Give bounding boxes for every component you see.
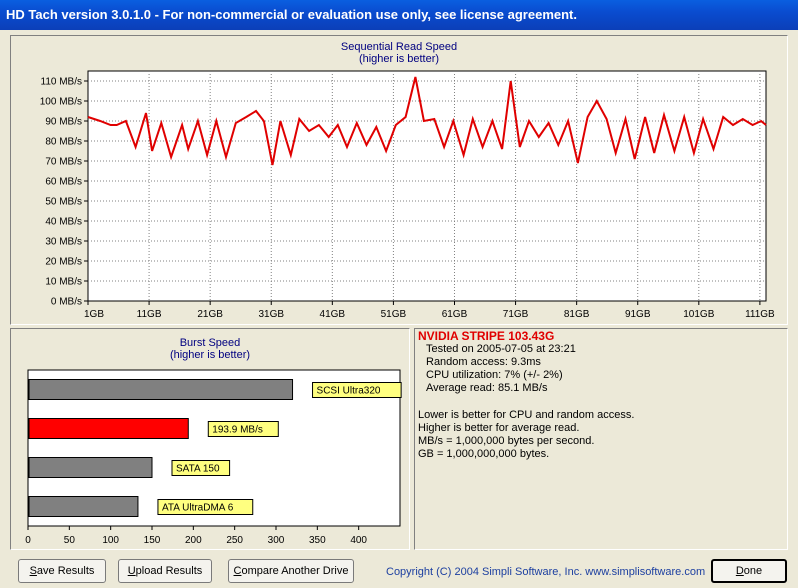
burst-x-tick-label: 100 xyxy=(102,535,119,546)
y-tick-label: 10 MB/s xyxy=(45,277,82,288)
burst-speed-title-text: Burst Speed xyxy=(179,337,241,349)
note-mbs-definition: MB/s = 1,000,000 bytes per second. xyxy=(418,435,595,447)
save-results-button[interactable]: Save Results xyxy=(18,559,106,583)
x-tick-label: 71GB xyxy=(503,309,529,320)
burst-x-tick-label: 200 xyxy=(185,535,202,546)
y-tick-label: 60 MB/s xyxy=(45,177,82,188)
x-tick-label: 61GB xyxy=(442,309,468,320)
burst-bar xyxy=(28,379,294,400)
note-gb-definition: GB = 1,000,000,000 bytes. xyxy=(418,448,550,460)
x-tick-label: 111GB xyxy=(745,309,775,320)
burst-speed-panel xyxy=(10,328,410,550)
x-tick-label: 21GB xyxy=(197,309,223,320)
x-tick-label: 11GB xyxy=(137,309,162,320)
sequential-read-chart: 0 MB/s 10 MB/s 20 MB/s 30 MB/s 40 MB/s 50 MB/… xyxy=(40,70,775,320)
burst-bar xyxy=(28,418,189,439)
drive-name: NVIDIA STRIPE 103.43G xyxy=(418,329,555,343)
burst-bar xyxy=(28,457,153,478)
random-access: Random access: 9.3ms xyxy=(426,356,541,368)
note-lower-better: Lower is better for CPU and random acces… xyxy=(418,409,635,421)
sequential-read-title-text: Sequential Read Speed xyxy=(340,41,458,53)
burst-bar-label: SATA 150 xyxy=(176,464,220,475)
burst-x-tick-label: 300 xyxy=(268,535,285,546)
burst-x-tick-label: 400 xyxy=(350,535,367,546)
burst-bar-label: 193.9 MB/s xyxy=(212,425,263,436)
read-speed-line xyxy=(87,76,767,166)
test-date: Tested on 2005-07-05 at 23:21 xyxy=(426,343,576,355)
done-button[interactable]: Done xyxy=(711,559,787,583)
y-tick-label: 20 MB/s xyxy=(45,257,82,268)
y-tick-label: 30 MB/s xyxy=(45,237,82,248)
y-tick-label: 90 MB/s xyxy=(45,117,82,128)
burst-x-tick-label: 50 xyxy=(64,535,76,546)
x-tick-label: 81GB xyxy=(564,309,590,320)
x-tick-label: 91GB xyxy=(625,309,651,320)
x-tick-label: 51GB xyxy=(381,309,407,320)
y-tick-label: 0 MB/s xyxy=(51,297,82,308)
x-tick-label: 31GB xyxy=(258,309,284,320)
sequential-read-panel xyxy=(10,35,788,325)
upload-results-accel: U xyxy=(127,565,136,577)
burst-bar xyxy=(28,496,139,517)
window-title-bar[interactable]: HD Tach version 3.0.1.0 - For non-commer… xyxy=(0,0,798,30)
sequential-read-title: Sequential Read Speed (higher is better) xyxy=(10,41,788,65)
x-tick-label: 101GB xyxy=(683,309,714,320)
sequential-plot-area xyxy=(87,70,767,302)
upload-results-label: pload Results xyxy=(135,565,203,577)
y-tick-label: 70 MB/s xyxy=(45,157,82,168)
results-info-panel xyxy=(414,328,788,550)
compare-drive-accel: C xyxy=(233,565,242,577)
x-tick-label: 41GB xyxy=(320,309,346,320)
compare-drive-label: ompare Another Drive xyxy=(241,565,349,577)
results-info: NVIDIA STRIPE 103.43G Tested on 2005-07-… xyxy=(418,330,634,461)
y-tick-label: 80 MB/s xyxy=(45,137,82,148)
burst-speed-title: Burst Speed (higher is better) xyxy=(130,337,290,361)
burst-bar-label-box xyxy=(157,499,254,515)
burst-bar-label-box xyxy=(207,421,279,437)
y-tick-label: 50 MB/s xyxy=(45,197,82,208)
sequential-read-subtitle: (higher is better) xyxy=(358,53,440,65)
copyright-text: Copyright (C) 2004 Simpli Software, Inc.… xyxy=(386,566,706,578)
y-tick-label: 110 MB/s xyxy=(41,77,83,88)
burst-bar-label: SCSI Ultra320 xyxy=(317,386,381,397)
window-title: HD Tach version 3.0.1.0 - For non-commer… xyxy=(6,7,577,22)
burst-speed-subtitle: (higher is better) xyxy=(169,349,251,361)
compare-drive-button[interactable]: Compare Another Drive xyxy=(228,559,354,583)
burst-bar-label-box xyxy=(171,460,231,476)
average-read: Average read: 85.1 MB/s xyxy=(426,382,548,394)
burst-bar-label-box xyxy=(312,382,402,398)
x-tick-label: 1GB xyxy=(84,309,104,320)
note-higher-better: Higher is better for average read. xyxy=(418,422,580,434)
burst-bar-label: ATA UltraDMA 6 xyxy=(162,503,234,514)
cpu-utilization: CPU utilization: 7% (+/- 2%) xyxy=(426,369,563,381)
save-results-accel: S xyxy=(29,565,37,577)
save-results-label: ave Results xyxy=(36,565,95,577)
y-tick-label: 100 MB/s xyxy=(40,97,82,108)
upload-results-button[interactable]: Upload Results xyxy=(118,559,212,583)
burst-x-tick-label: 350 xyxy=(309,535,326,546)
done-label: one xyxy=(743,565,763,577)
burst-x-tick-label: 150 xyxy=(144,535,161,546)
burst-x-tick-label: 250 xyxy=(226,535,243,546)
done-accel: D xyxy=(735,565,744,577)
burst-x-tick-label: 0 xyxy=(25,535,31,546)
y-tick-label: 40 MB/s xyxy=(45,217,82,228)
